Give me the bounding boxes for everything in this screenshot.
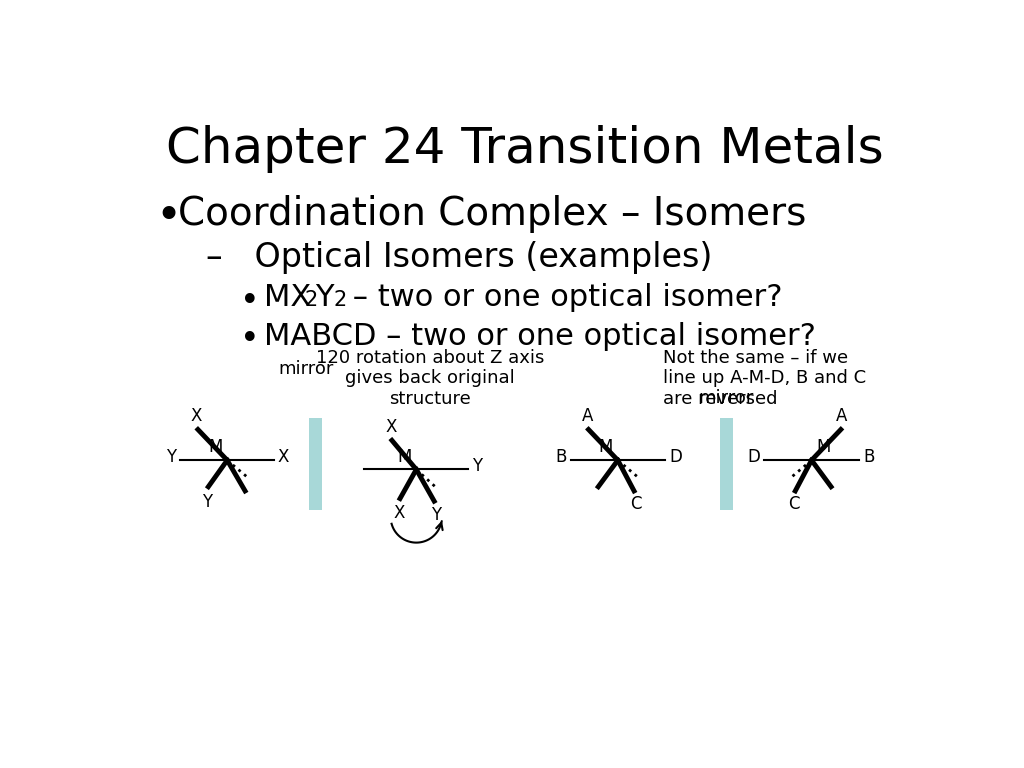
Text: C: C bbox=[787, 495, 800, 512]
Text: B: B bbox=[863, 448, 874, 466]
Text: A: A bbox=[837, 407, 848, 425]
Text: B: B bbox=[555, 448, 566, 466]
Text: •: • bbox=[241, 323, 260, 356]
Text: 2: 2 bbox=[305, 290, 317, 310]
Text: Coordination Complex – Isomers: Coordination Complex – Isomers bbox=[178, 194, 807, 233]
Text: Y: Y bbox=[202, 492, 212, 511]
Text: –   Optical Isomers (examples): – Optical Isomers (examples) bbox=[206, 241, 712, 273]
Text: C: C bbox=[630, 495, 641, 512]
Text: Y: Y bbox=[431, 505, 441, 524]
Text: mirror: mirror bbox=[279, 360, 334, 378]
Text: X: X bbox=[385, 419, 396, 436]
Text: – two or one optical isomer?: – two or one optical isomer? bbox=[343, 283, 783, 312]
Text: MX: MX bbox=[263, 283, 311, 312]
Text: X: X bbox=[278, 448, 289, 466]
Text: MABCD – two or one optical isomer?: MABCD – two or one optical isomer? bbox=[263, 322, 815, 351]
Text: Y: Y bbox=[315, 283, 334, 312]
Text: 2: 2 bbox=[334, 290, 347, 310]
Text: •: • bbox=[241, 285, 260, 318]
Text: A: A bbox=[582, 407, 593, 425]
Text: Chapter 24 Transition Metals: Chapter 24 Transition Metals bbox=[166, 125, 884, 174]
Text: 120 rotation about Z axis
gives back original
structure: 120 rotation about Z axis gives back ori… bbox=[316, 349, 545, 408]
Text: mirror: mirror bbox=[698, 389, 754, 407]
Text: Y: Y bbox=[472, 457, 481, 475]
Text: •: • bbox=[155, 194, 181, 237]
Text: M: M bbox=[599, 439, 613, 456]
Text: Y: Y bbox=[166, 448, 176, 466]
Text: X: X bbox=[190, 407, 202, 425]
Text: M: M bbox=[208, 439, 222, 456]
Text: M: M bbox=[816, 439, 830, 456]
Text: Not the same – if we
line up A-M-D, B and C
are reversed: Not the same – if we line up A-M-D, B an… bbox=[663, 349, 866, 408]
Text: X: X bbox=[393, 504, 406, 521]
Bar bbox=[309, 418, 323, 510]
Bar bbox=[720, 418, 733, 510]
Text: M: M bbox=[397, 448, 412, 465]
Text: D: D bbox=[748, 448, 760, 466]
Text: D: D bbox=[670, 448, 682, 466]
